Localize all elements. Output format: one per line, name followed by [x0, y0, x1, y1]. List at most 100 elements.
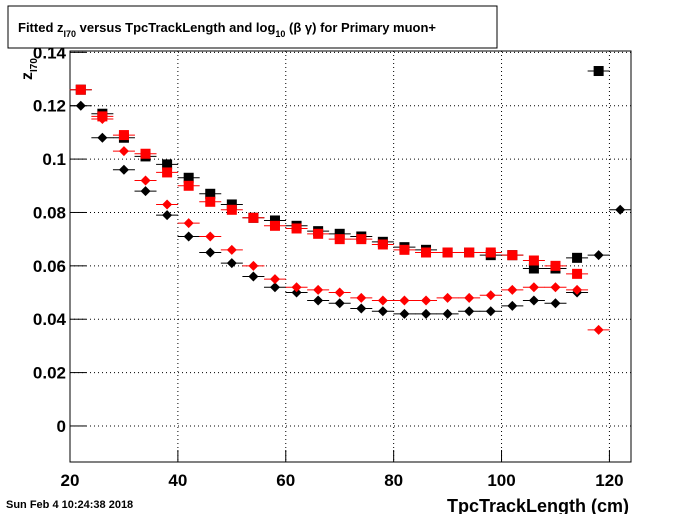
marker-diamond	[291, 282, 302, 293]
data-point	[199, 247, 222, 258]
title-part: (β γ) for Primary muon+	[285, 20, 436, 35]
marker-diamond	[269, 282, 280, 293]
data-point	[458, 247, 481, 258]
data-point	[263, 282, 286, 293]
y-tick-label: 0.1	[42, 150, 66, 169]
marker-square	[140, 148, 151, 159]
data-point	[134, 175, 157, 186]
data-point	[242, 260, 265, 271]
data-point	[112, 130, 135, 141]
data-point	[177, 180, 200, 191]
marker-diamond	[615, 204, 626, 215]
data-point	[501, 300, 524, 311]
marker-diamond	[507, 284, 518, 295]
data-point	[69, 84, 92, 95]
data-point	[177, 172, 200, 183]
title-part: Fitted z	[18, 20, 64, 35]
data-point	[263, 220, 286, 231]
marker-diamond	[442, 292, 453, 303]
timestamp: Sun Feb 4 10:24:38 2018	[6, 499, 133, 511]
data-point	[242, 212, 265, 223]
data-point	[587, 66, 610, 77]
title-box	[7, 5, 498, 49]
x-tick-label: 40	[168, 471, 187, 490]
marker-square	[377, 239, 388, 250]
chart-title: Fitted zI70 versus TpcTrackLength and lo…	[18, 20, 436, 39]
marker-diamond	[550, 298, 561, 309]
data-point	[415, 295, 438, 306]
data-point	[371, 239, 394, 250]
marker-diamond	[162, 199, 173, 210]
marker-diamond	[269, 274, 280, 285]
data-point	[134, 148, 157, 159]
data-point	[522, 295, 545, 306]
data-point	[134, 186, 157, 197]
y-tick-label: 0.04	[33, 310, 67, 329]
y-label-part: z	[19, 72, 36, 80]
data-point	[544, 298, 567, 309]
x-tick-label: 80	[384, 471, 403, 490]
marker-square	[183, 172, 194, 183]
marker-diamond	[291, 287, 302, 298]
data-point	[479, 306, 502, 317]
marker-diamond	[507, 300, 518, 311]
marker-diamond	[183, 231, 194, 242]
marker-diamond	[226, 244, 237, 255]
title-sub: 10	[275, 29, 285, 39]
data-point	[307, 295, 330, 306]
x-tick-label: 20	[61, 471, 80, 490]
data-point	[220, 199, 243, 210]
data-point	[220, 244, 243, 255]
marker-square	[593, 66, 604, 77]
marker-diamond	[248, 271, 259, 282]
data-point	[522, 263, 545, 274]
marker-square	[75, 84, 86, 95]
marker-diamond	[464, 306, 475, 317]
marker-square	[572, 252, 583, 263]
data-point	[91, 114, 114, 125]
y-axis-label: zI70	[19, 58, 40, 80]
data-point	[177, 218, 200, 229]
data-point	[479, 247, 502, 258]
marker-square	[528, 263, 539, 274]
data-point	[199, 231, 222, 242]
marker-diamond	[140, 186, 151, 197]
data-point	[436, 247, 459, 258]
marker-square	[572, 268, 583, 279]
marker-diamond	[572, 284, 583, 295]
marker-diamond	[464, 292, 475, 303]
data-point	[393, 308, 416, 319]
marker-diamond	[205, 247, 216, 258]
marker-square	[183, 180, 194, 191]
data-point	[307, 228, 330, 239]
data-point	[458, 306, 481, 317]
marker-diamond	[377, 306, 388, 317]
data-point	[328, 287, 351, 298]
data-point	[307, 284, 330, 295]
marker-diamond	[442, 308, 453, 319]
marker-diamond	[421, 295, 432, 306]
data-point	[263, 215, 286, 226]
marker-diamond	[485, 290, 496, 301]
marker-diamond	[97, 132, 108, 143]
marker-square	[118, 130, 129, 141]
marker-diamond	[356, 292, 367, 303]
title-sub: I70	[64, 29, 77, 39]
marker-diamond	[550, 282, 561, 293]
marker-square	[421, 247, 432, 258]
data-point	[436, 308, 459, 319]
marker-diamond	[334, 298, 345, 309]
marker-diamond	[421, 308, 432, 319]
data-point	[285, 282, 308, 293]
data-point	[156, 210, 179, 221]
marker-square	[269, 215, 280, 226]
data-point	[263, 274, 286, 285]
marker-square	[356, 234, 367, 245]
data-point	[350, 234, 373, 245]
marker-square	[291, 223, 302, 234]
data-point	[371, 295, 394, 306]
data-point	[544, 282, 567, 293]
marker-square	[226, 199, 237, 210]
